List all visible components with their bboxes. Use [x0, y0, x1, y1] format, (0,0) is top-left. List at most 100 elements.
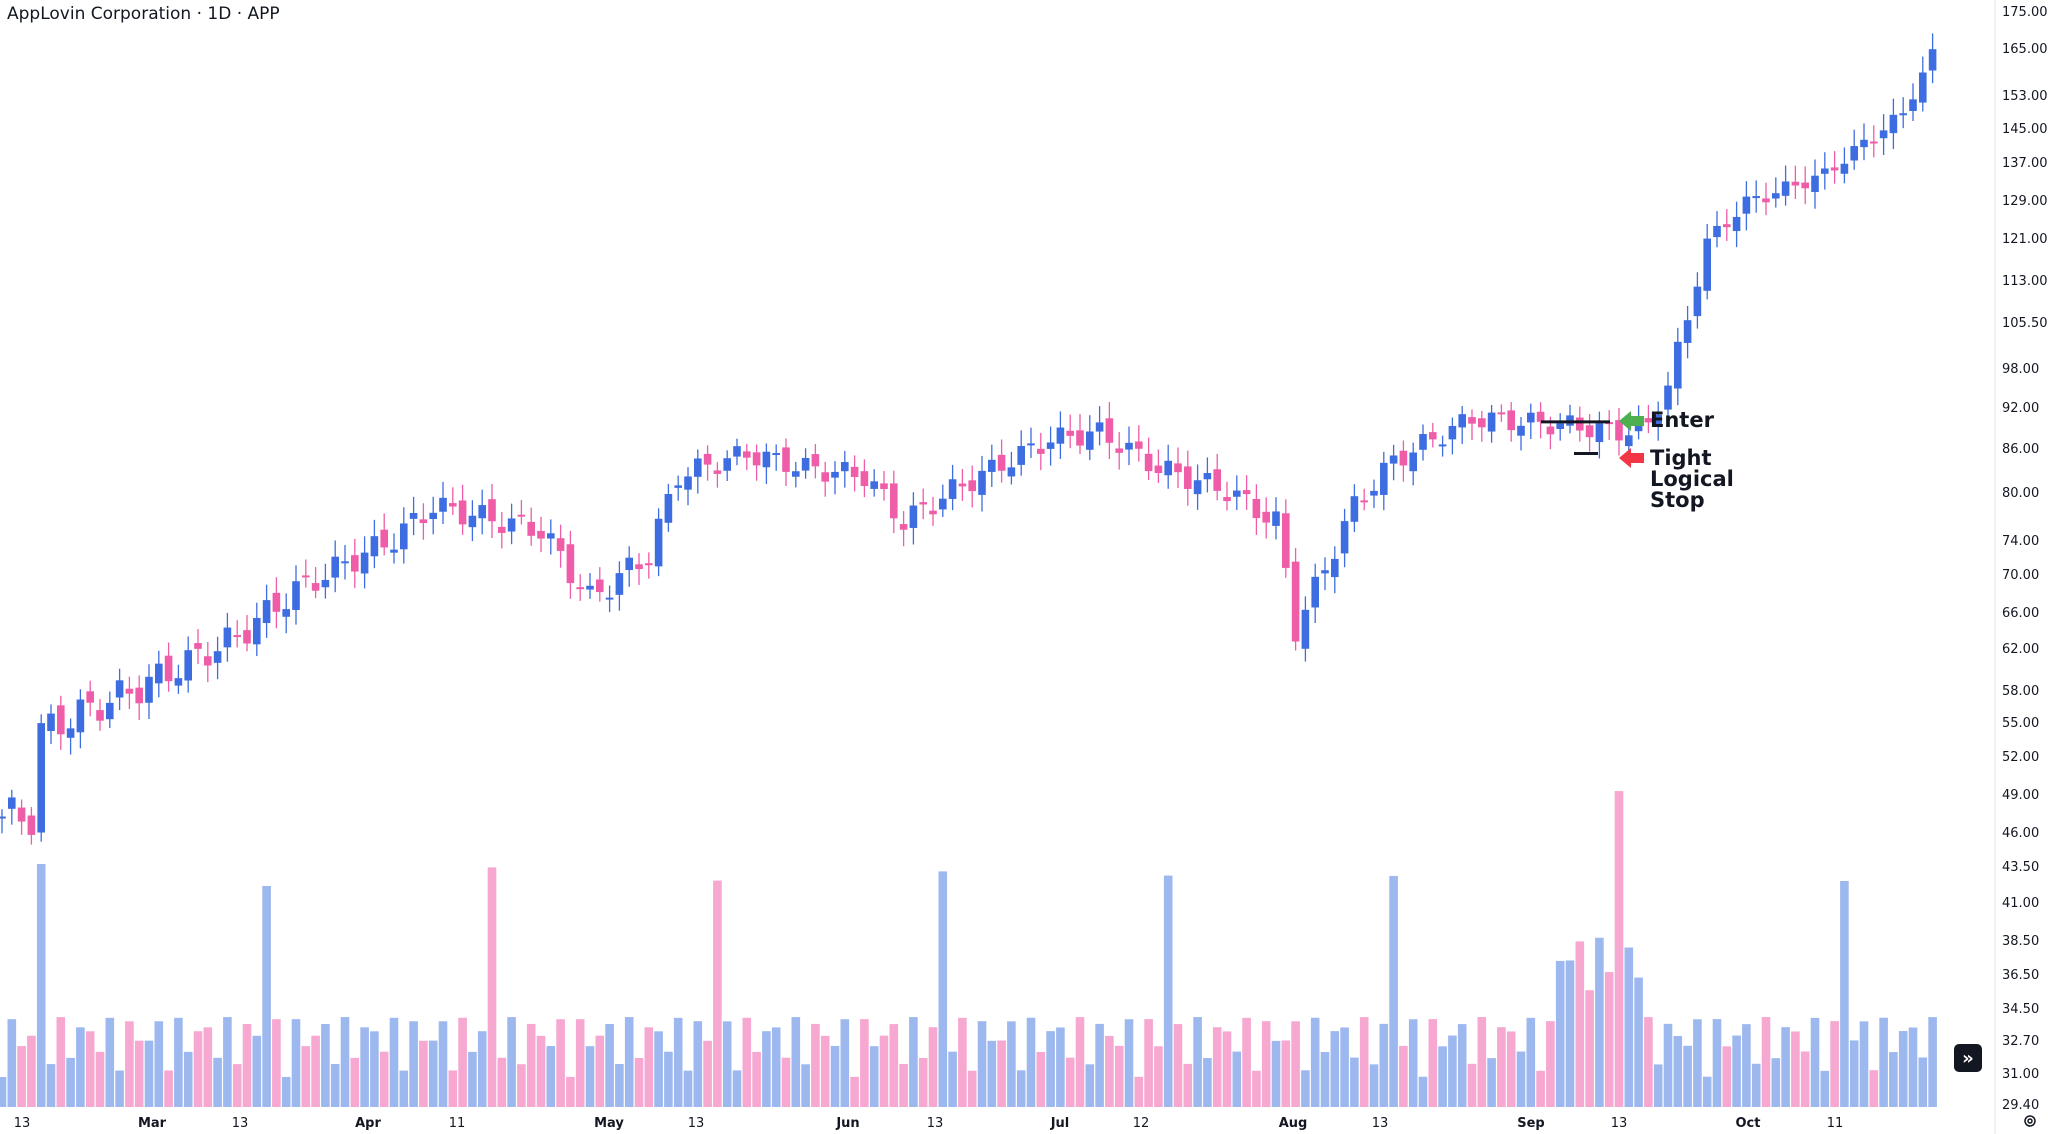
- volume-bar: [1408, 1019, 1418, 1107]
- candle-body: [537, 530, 545, 539]
- volume-bar: [918, 1058, 928, 1107]
- candle-body: [547, 533, 555, 539]
- candle-body: [262, 600, 271, 624]
- candle-body: [841, 462, 849, 472]
- volume-bar: [1722, 1046, 1732, 1107]
- candle-body: [302, 575, 310, 578]
- candle-body: [1683, 320, 1692, 343]
- volume-bar: [1840, 880, 1849, 1107]
- volume-bar: [566, 1076, 575, 1107]
- volume-bar: [928, 1027, 938, 1107]
- price-tick-label: 98.00: [2002, 362, 2039, 377]
- price-tick-label: 113.00: [2002, 274, 2048, 289]
- volume-bar: [379, 1051, 389, 1107]
- candle-body: [703, 453, 712, 465]
- candle-body: [458, 500, 467, 525]
- candle-body: [1311, 576, 1319, 608]
- volume-bar: [27, 1035, 36, 1107]
- volume-bar: [1154, 1046, 1163, 1107]
- candle-body: [27, 815, 36, 835]
- candle-body: [449, 503, 457, 507]
- price-tick-label: 55.00: [2002, 716, 2039, 731]
- candle-body: [811, 454, 820, 467]
- candle-body: [1242, 490, 1251, 495]
- candle-body: [106, 702, 114, 720]
- volume-bar: [634, 1057, 644, 1107]
- double-chevron-right-icon[interactable]: »: [1954, 1044, 1982, 1072]
- candle-body: [772, 453, 780, 456]
- volume-bar: [1379, 1023, 1389, 1107]
- volume-bar: [1212, 1027, 1222, 1107]
- candle-body: [390, 549, 398, 553]
- candle-body: [1027, 443, 1035, 446]
- price-tick-label: 165.00: [2002, 42, 2048, 57]
- candle-body: [1429, 432, 1437, 440]
- candle-body: [801, 457, 810, 471]
- volume-bar: [1281, 1040, 1291, 1107]
- stop-arrow-icon: [1619, 448, 1644, 468]
- candle-body: [243, 630, 251, 644]
- volume-bar: [1849, 1040, 1859, 1107]
- volume-bar: [438, 1021, 448, 1107]
- volume-bar: [1261, 1021, 1271, 1107]
- candle-body: [1919, 72, 1927, 103]
- candle-body: [752, 452, 761, 466]
- time-tick-label: Aug: [1279, 1116, 1308, 1131]
- candle-body: [331, 556, 339, 578]
- volume-bar: [164, 1070, 173, 1107]
- candle-body: [1272, 511, 1280, 526]
- volume-bar: [1742, 1024, 1751, 1107]
- volume-bar: [262, 886, 271, 1107]
- candle-body: [743, 451, 751, 458]
- volume-bar: [1418, 1076, 1428, 1107]
- candle-body: [498, 526, 506, 533]
- candle-body: [1585, 425, 1594, 438]
- price-tick-label: 145.00: [2002, 122, 2048, 137]
- volume-bar: [1791, 1031, 1800, 1107]
- candle-body: [1233, 490, 1241, 497]
- candle-body: [694, 458, 702, 477]
- volume-bar: [1389, 875, 1398, 1107]
- volume-bar: [1751, 1063, 1761, 1107]
- volume-bar: [252, 1035, 262, 1107]
- volume-bar: [1065, 1057, 1075, 1107]
- candle-body: [948, 479, 957, 499]
- volume-bar: [1340, 1027, 1349, 1107]
- candle-body: [890, 483, 898, 519]
- volume-bar: [830, 1045, 840, 1107]
- price-tick-label: 121.00: [2002, 232, 2048, 247]
- candle-body: [821, 472, 829, 482]
- volume-bar: [1712, 1019, 1722, 1107]
- candle-body: [1262, 511, 1270, 523]
- time-tick-label: Jun: [835, 1116, 859, 1131]
- candle-body: [1291, 561, 1300, 642]
- candle-body: [1850, 146, 1858, 161]
- candle-body: [1732, 216, 1741, 232]
- volume-bar: [595, 1035, 605, 1107]
- candle-body: [351, 555, 359, 572]
- volume-bar: [781, 1057, 791, 1107]
- volume-bar: [840, 1019, 850, 1107]
- volume-bar: [703, 1040, 712, 1107]
- volume-bar: [1467, 1063, 1477, 1107]
- candle-body: [625, 557, 633, 571]
- candle-body: [1664, 385, 1672, 410]
- gear-icon[interactable]: [2022, 1113, 2038, 1129]
- price-tick-label: 86.00: [2002, 442, 2039, 457]
- price-tick-label: 70.00: [2002, 568, 2039, 583]
- volume-bar: [340, 1017, 350, 1107]
- volume-bar: [1428, 1019, 1438, 1107]
- volume-bar: [1820, 1070, 1830, 1107]
- candle-body: [958, 483, 967, 487]
- volume-bar: [1634, 977, 1643, 1107]
- candle-body: [1879, 130, 1888, 139]
- volume-bar: [722, 1021, 732, 1107]
- candle-body: [635, 564, 643, 570]
- candle-body: [733, 446, 741, 457]
- time-tick-label: 12: [1133, 1116, 1150, 1131]
- candle-body: [1909, 99, 1917, 112]
- volume-bar: [7, 1019, 17, 1107]
- volume-bar: [536, 1035, 546, 1107]
- volume-bar: [477, 1031, 487, 1107]
